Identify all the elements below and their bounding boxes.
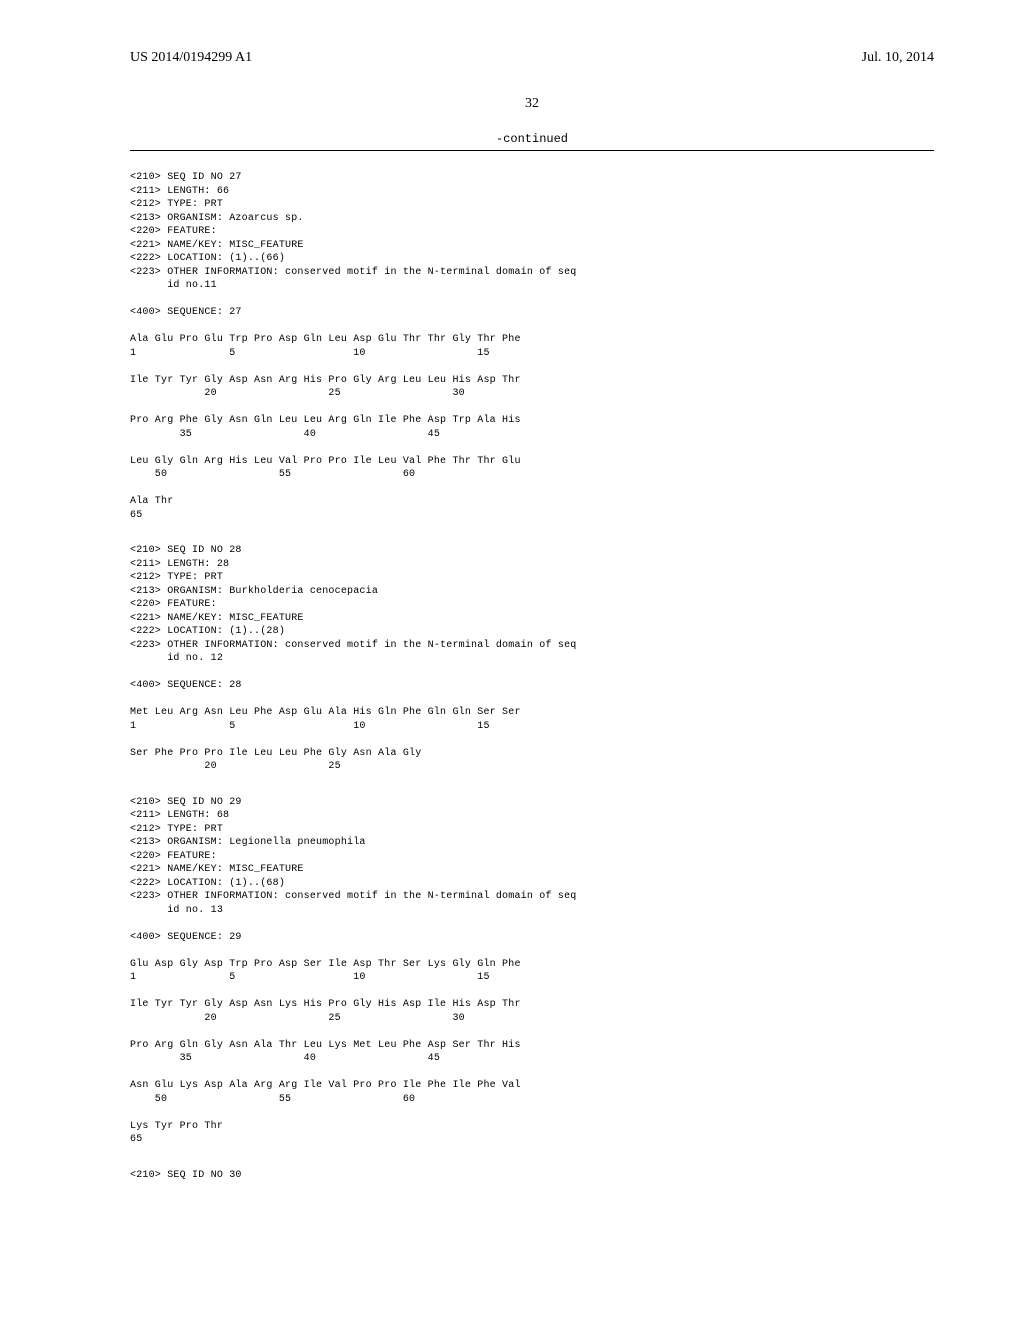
seq-28-block: <210> SEQ ID NO 28 <211> LENGTH: 28 <212… [130,544,934,774]
seq29-l9: id no. 13 [130,905,223,916]
seq29-l6: <221> NAME/KEY: MISC_FEATURE [130,864,304,875]
seq28-l17: 20 25 [130,761,341,772]
seq27-l8: <223> OTHER INFORMATION: conserved motif… [130,267,576,278]
seq27-l5: <220> FEATURE: [130,226,217,237]
seq28-l9: id no. 12 [130,653,223,664]
page-header: US 2014/0194299 A1 Jul. 10, 2014 [130,50,934,66]
seq27-l14: 1 5 10 15 [130,348,490,359]
seq27-l17: 20 25 30 [130,388,465,399]
seq27-l23: 50 55 60 [130,469,415,480]
seq29-l5: <220> FEATURE: [130,851,217,862]
seq28-l4: <213> ORGANISM: Burkholderia cenocepacia [130,586,378,597]
seq29-l25: Lys Tyr Pro Thr [130,1121,223,1132]
hr-top [130,150,934,151]
seq-29-block: <210> SEQ ID NO 29 <211> LENGTH: 68 <212… [130,796,934,1147]
seq-30-block: <210> SEQ ID NO 30 [130,1169,934,1183]
seq27-l2: <211> LENGTH: 66 [130,186,229,197]
page-number: 32 [130,96,934,112]
seq27-l16: Ile Tyr Tyr Gly Asp Asn Arg His Pro Gly … [130,375,521,386]
patent-page: US 2014/0194299 A1 Jul. 10, 2014 32 -con… [0,0,1024,1254]
seq29-l20: 35 40 45 [130,1053,440,1064]
seq29-l2: <211> LENGTH: 68 [130,810,229,821]
seq29-l22: Asn Glu Lys Asp Ala Arg Arg Ile Val Pro … [130,1080,521,1091]
seq28-l2: <211> LENGTH: 28 [130,559,229,570]
seq27-l1: <210> SEQ ID NO 27 [130,172,242,183]
seq29-l23: 50 55 60 [130,1094,415,1105]
seq27-l25: Ala Thr [130,496,173,507]
seq27-l9: id no.11 [130,280,217,291]
seq29-l3: <212> TYPE: PRT [130,824,223,835]
seq27-l3: <212> TYPE: PRT [130,199,223,210]
seq28-l6: <221> NAME/KEY: MISC_FEATURE [130,613,304,624]
seq28-l13: Met Leu Arg Asn Leu Phe Asp Glu Ala His … [130,707,521,718]
seq28-l16: Ser Phe Pro Pro Ile Leu Leu Phe Gly Asn … [130,748,421,759]
seq28-l3: <212> TYPE: PRT [130,572,223,583]
seq28-l8: <223> OTHER INFORMATION: conserved motif… [130,640,576,651]
seq27-l7: <222> LOCATION: (1)..(66) [130,253,285,264]
seq29-l8: <223> OTHER INFORMATION: conserved motif… [130,891,576,902]
seq29-l13: Glu Asp Gly Asp Trp Pro Asp Ser Ile Asp … [130,959,521,970]
continued-label: -continued [130,132,934,146]
seq29-l1: <210> SEQ ID NO 29 [130,797,242,808]
seq27-l13: Ala Glu Pro Glu Trp Pro Asp Gln Leu Asp … [130,334,521,345]
seq28-l14: 1 5 10 15 [130,721,490,732]
seq29-l26: 65 [130,1134,142,1145]
seq28-l7: <222> LOCATION: (1)..(28) [130,626,285,637]
seq27-l11: <400> SEQUENCE: 27 [130,307,242,318]
seq27-l4: <213> ORGANISM: Azoarcus sp. [130,213,304,224]
seq27-l22: Leu Gly Gln Arg His Leu Val Pro Pro Ile … [130,456,521,467]
seq28-l5: <220> FEATURE: [130,599,217,610]
seq29-l11: <400> SEQUENCE: 29 [130,932,242,943]
seq27-l20: 35 40 45 [130,429,440,440]
seq27-l19: Pro Arg Phe Gly Asn Gln Leu Leu Arg Gln … [130,415,521,426]
seq29-l16: Ile Tyr Tyr Gly Asp Asn Lys His Pro Gly … [130,999,521,1010]
seq-27-block: <210> SEQ ID NO 27 <211> LENGTH: 66 <212… [130,171,934,522]
publication-number: US 2014/0194299 A1 [130,50,252,66]
seq30-l1: <210> SEQ ID NO 30 [130,1170,242,1181]
seq28-l11: <400> SEQUENCE: 28 [130,680,242,691]
publication-date: Jul. 10, 2014 [862,50,934,66]
seq28-l1: <210> SEQ ID NO 28 [130,545,242,556]
seq27-l6: <221> NAME/KEY: MISC_FEATURE [130,240,304,251]
seq27-l26: 65 [130,510,142,521]
seq29-l17: 20 25 30 [130,1013,465,1024]
seq29-l4: <213> ORGANISM: Legionella pneumophila [130,837,366,848]
seq29-l7: <222> LOCATION: (1)..(68) [130,878,285,889]
seq29-l14: 1 5 10 15 [130,972,490,983]
seq29-l19: Pro Arg Gln Gly Asn Ala Thr Leu Lys Met … [130,1040,521,1051]
